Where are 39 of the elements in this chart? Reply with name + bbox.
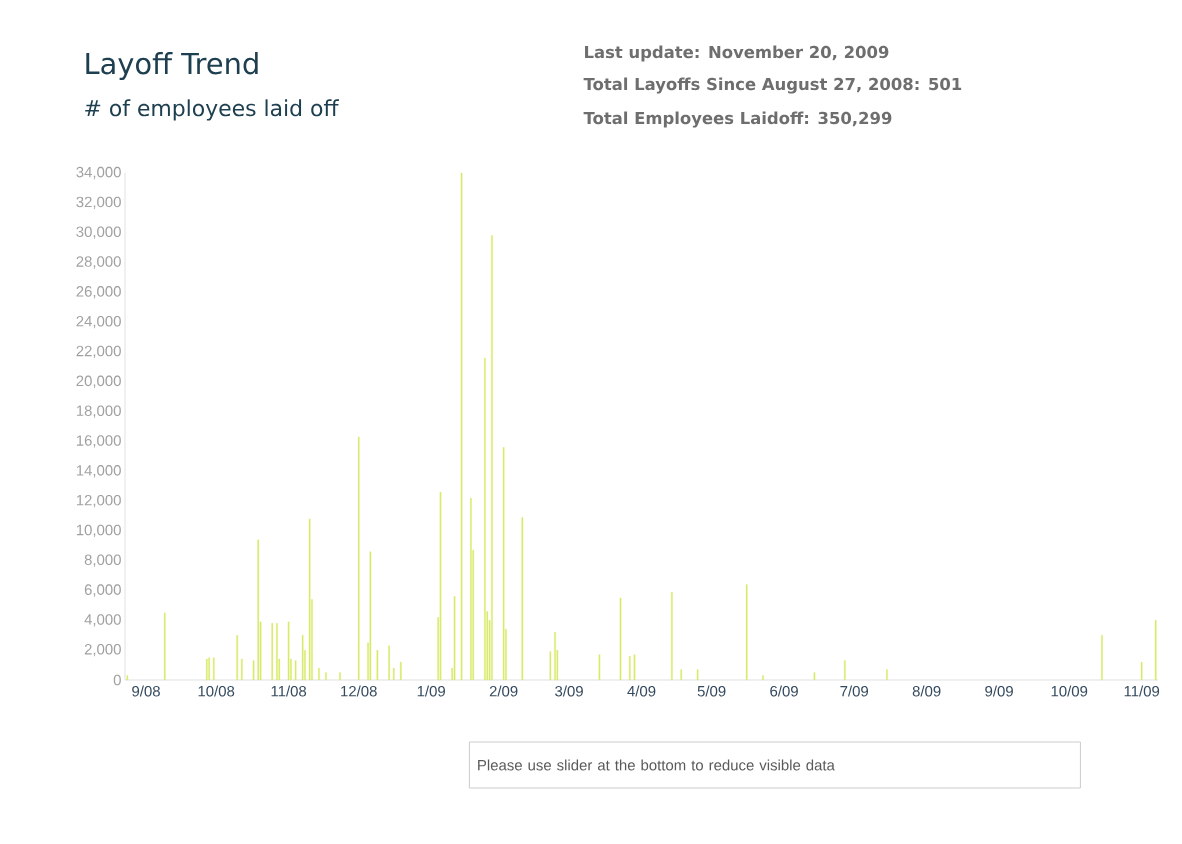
x-tick-label: 2/09: [489, 685, 518, 697]
x-tick-label: 7/09: [840, 685, 869, 697]
x-tick-label: 6/09: [770, 685, 798, 697]
text: Total Employees Laidoff: 350,299: [583, 111, 892, 128]
y-tick-label: 22,000: [76, 345, 121, 359]
x-tick-label: 10/09: [1051, 685, 1088, 697]
y-tick-label: 10,000: [76, 524, 121, 538]
x-tick-label: 4/09: [627, 685, 656, 697]
y-tick-label: 28,000: [76, 256, 121, 269]
x-tick-label: 12/08: [341, 685, 377, 697]
text: Last update: November 20, 2009: [585, 45, 889, 62]
y-tick-label: 34,000: [76, 166, 121, 180]
y-tick-label: 32,000: [76, 196, 121, 209]
y-tick-label: 12,000: [76, 494, 121, 508]
y-tick-label: 2,000: [84, 644, 121, 657]
chart-subtitle: # of employees laid off: [85, 99, 339, 121]
x-tick-label: 9/08: [132, 685, 160, 697]
x-tick-label: 11/09: [1124, 685, 1160, 697]
y-tick-label: 16,000: [76, 435, 121, 448]
x-tick-label: 11/08: [271, 685, 307, 697]
y-tick-label: 8,000: [84, 554, 121, 567]
y-tick-label: 24,000: [76, 315, 121, 329]
y-tick-label: 20,000: [76, 375, 121, 388]
y-tick-label: 26,000: [76, 286, 121, 299]
y-tick-label: 6,000: [84, 584, 121, 597]
y-tick-label: 30,000: [76, 226, 121, 239]
x-tick-label: 9/09: [985, 685, 1013, 697]
y-tick-label: 0: [113, 674, 121, 686]
chart-title: Layoff Trend: [86, 52, 258, 81]
x-tick-label: 1/09: [417, 685, 445, 697]
y-tick-label: 18,000: [76, 405, 121, 418]
x-tick-label: 8/09: [912, 685, 941, 697]
y-tick-label: 14,000: [76, 465, 121, 478]
text: Total Layoffs Since August 27, 2008: 501: [583, 77, 962, 94]
x-tick-label: 10/08: [198, 685, 235, 697]
x-tick-label: 3/09: [555, 685, 583, 697]
text: Please use slider at the bottom to reduce visible data: [478, 759, 835, 771]
x-tick-label: 5/09: [697, 685, 726, 697]
y-tick-label: 4,000: [84, 614, 121, 627]
